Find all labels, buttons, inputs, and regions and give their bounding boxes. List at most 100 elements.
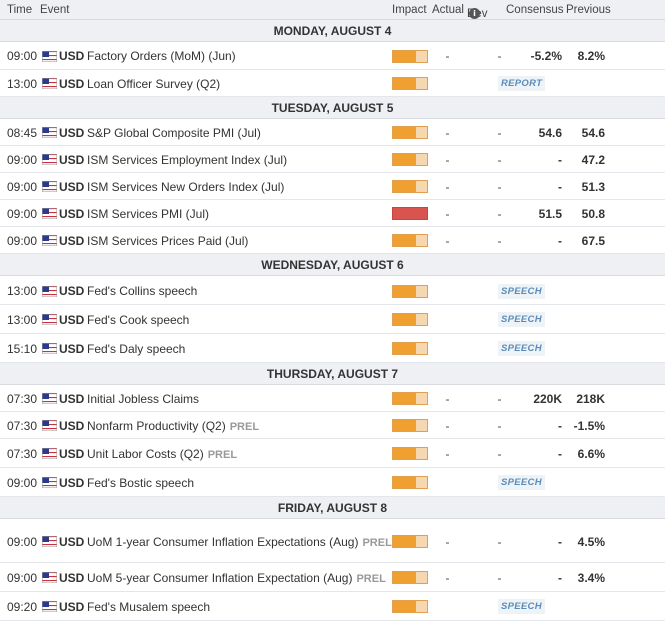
event-name[interactable]: Fed's Daly speech: [87, 342, 185, 356]
table-row[interactable]: 09:00 USD ISM Services New Orders Index (J…: [0, 173, 665, 200]
event-type-tag: SPEECH: [498, 341, 545, 356]
actual-value: -: [445, 535, 450, 549]
impact-segment: [404, 477, 416, 488]
info-icon[interactable]: i: [469, 8, 480, 19]
table-row[interactable]: 13:00 USD Loan Officer Survey (Q2) REPORT: [0, 70, 665, 97]
event-name[interactable]: Fed's Cook speech: [87, 313, 189, 327]
col-event-header[interactable]: Event: [40, 4, 70, 16]
impact-segment: [393, 127, 405, 138]
table-row[interactable]: 09:00 USD UoM 5-year Consumer Inflation Ex…: [0, 563, 665, 592]
event-name[interactable]: Initial Jobless Claims: [87, 392, 199, 406]
consensus-value: 54.6: [538, 126, 562, 140]
event-name[interactable]: ISM Services New Orders Index (Jul): [87, 180, 284, 194]
col-previous-header[interactable]: Previous: [566, 4, 611, 16]
table-row[interactable]: 08:45 USD S&P Global Composite PMI (Jul) - -…: [0, 119, 665, 146]
event-name[interactable]: Fed's Collins speech: [87, 284, 197, 298]
impact-bar: [392, 476, 428, 489]
col-impact-header[interactable]: Impact: [392, 4, 427, 16]
event-title[interactable]: ISM Services PMI (Jul): [87, 207, 210, 221]
table-row[interactable]: 13:00 USD Fed's Cook speech SPEECH: [0, 305, 665, 334]
table-row[interactable]: 09:00 USD Factory Orders (MoM) (Jun) - - -5.2…: [0, 42, 665, 70]
event-time: 13:00: [7, 77, 38, 91]
event-name[interactable]: UoM 1-year Consumer Inflation Expectatio…: [87, 535, 392, 549]
impact-bar: [392, 126, 428, 139]
impact-segment: [404, 420, 416, 431]
consensus-value: 51.5: [538, 207, 562, 221]
deviation-value: -: [497, 447, 502, 461]
event-title[interactable]: UoM 1-year Consumer Inflation Expectatio…: [87, 535, 359, 549]
impact-segment: [404, 343, 416, 354]
us-flag-icon: [42, 181, 57, 192]
event-time: 09:20: [7, 600, 38, 614]
event-type-tag: SPEECH: [498, 599, 545, 614]
event-title[interactable]: Loan Officer Survey (Q2): [87, 77, 221, 91]
table-row[interactable]: 07:30 USD Initial Jobless Claims - - 220K 218K: [0, 385, 665, 412]
event-title[interactable]: Nonfarm Productivity (Q2): [87, 419, 226, 433]
event-time: 09:00: [7, 207, 38, 221]
event-name[interactable]: Unit Labor Costs (Q2) PREL: [87, 447, 237, 461]
event-title[interactable]: S&P Global Composite PMI (Jul): [87, 126, 261, 140]
event-title[interactable]: Fed's Bostic speech: [87, 476, 195, 490]
table-row[interactable]: 15:10 USD Fed's Daly speech SPEECH: [0, 334, 665, 363]
event-name[interactable]: Loan Officer Survey (Q2): [87, 77, 220, 91]
event-name[interactable]: Fed's Bostic speech: [87, 476, 194, 490]
event-name[interactable]: ISM Services PMI (Jul): [87, 207, 209, 221]
col-time-header[interactable]: Time: [7, 4, 33, 16]
event-title[interactable]: ISM Services Prices Paid (Jul): [87, 234, 249, 248]
event-title[interactable]: Fed's Daly speech: [87, 342, 186, 356]
table-row[interactable]: 09:20 USD Fed's Musalem speech SPEECH: [0, 592, 665, 621]
actual-value: -: [445, 234, 450, 248]
impact-bar: [392, 207, 428, 220]
impact-bar: [392, 50, 428, 63]
event-title[interactable]: Fed's Collins speech: [87, 284, 198, 298]
event-time: 09:00: [7, 180, 38, 194]
actual-value: -: [445, 126, 450, 140]
event-time: 09:00: [7, 153, 38, 167]
table-row[interactable]: 07:30 USD Unit Labor Costs (Q2) PREL - - - 6.6%: [0, 439, 665, 468]
deviation-value: -: [497, 180, 502, 194]
event-name[interactable]: UoM 5-year Consumer Inflation Expectatio…: [87, 571, 386, 585]
impact-segment: [416, 51, 427, 62]
event-time: 07:30: [7, 392, 38, 406]
event-name[interactable]: Factory Orders (MoM) (Jun): [87, 49, 236, 63]
event-name[interactable]: ISM Services Employment Index (Jul): [87, 153, 287, 167]
event-name[interactable]: S&P Global Composite PMI (Jul): [87, 126, 261, 140]
event-name[interactable]: ISM Services Prices Paid (Jul): [87, 234, 248, 248]
impact-segment: [404, 536, 416, 547]
col-actual-header[interactable]: Actual: [432, 4, 464, 16]
impact-segment: [393, 78, 405, 89]
consensus-value: 220K: [533, 392, 562, 406]
event-title[interactable]: UoM 5-year Consumer Inflation Expectatio…: [87, 571, 353, 585]
actual-value: -: [445, 207, 450, 221]
event-name[interactable]: Fed's Musalem speech: [87, 600, 210, 614]
event-title[interactable]: Factory Orders (MoM) (Jun): [87, 49, 236, 63]
table-row[interactable]: 09:00 USD Fed's Bostic speech SPEECH: [0, 468, 665, 497]
event-title[interactable]: ISM Services New Orders Index (Jul): [87, 180, 285, 194]
currency-code: USD: [59, 77, 85, 91]
impact-segment: [416, 154, 427, 165]
us-flag-icon: [42, 448, 57, 459]
actual-value: -: [445, 447, 450, 461]
currency-code: USD: [59, 419, 85, 433]
currency-code: USD: [59, 234, 85, 248]
impact-segment: [393, 314, 405, 325]
event-title[interactable]: ISM Services Employment Index (Jul): [87, 153, 288, 167]
event-type-tag: SPEECH: [498, 475, 545, 490]
event-title[interactable]: Fed's Musalem speech: [87, 600, 211, 614]
table-row[interactable]: 09:00 USD ISM Services Prices Paid (Jul) - -…: [0, 227, 665, 254]
actual-value: -: [445, 180, 450, 194]
impact-segment: [416, 78, 427, 89]
table-row[interactable]: 09:00 USD ISM Services Employment Index (J…: [0, 146, 665, 173]
table-row[interactable]: 07:30 USD Nonfarm Productivity (Q2) PREL - - -…: [0, 412, 665, 439]
event-title[interactable]: Unit Labor Costs (Q2): [87, 447, 204, 461]
previous-value: 3.4%: [577, 571, 605, 585]
col-consensus-header[interactable]: Consensus: [506, 4, 564, 16]
event-time: 13:00: [7, 284, 38, 298]
table-row[interactable]: 09:00 USD UoM 1-year Consumer Inflation Ex…: [0, 520, 665, 563]
event-title[interactable]: Fed's Cook speech: [87, 313, 190, 327]
impact-segment: [404, 448, 416, 459]
table-row[interactable]: 09:00 USD ISM Services PMI (Jul) - - 51.5 50.8: [0, 200, 665, 227]
table-row[interactable]: 13:00 USD Fed's Collins speech SPEECH: [0, 277, 665, 305]
event-title[interactable]: Initial Jobless Claims: [87, 392, 200, 406]
event-name[interactable]: Nonfarm Productivity (Q2) PREL: [87, 419, 259, 433]
